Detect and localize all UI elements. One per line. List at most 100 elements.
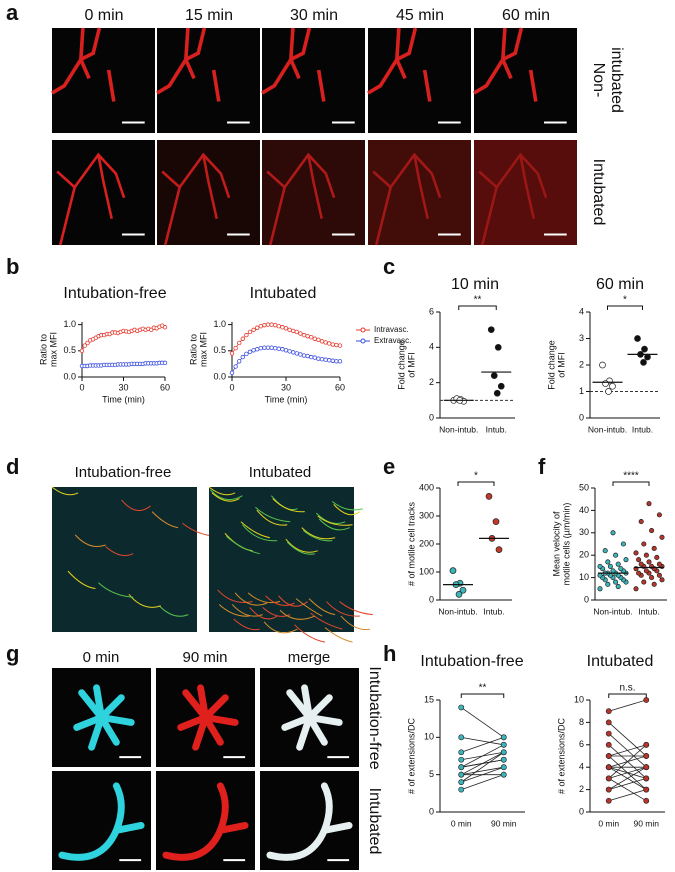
point [316,337,321,343]
pair-line [461,751,504,776]
y-tick-label: 10 [574,694,584,704]
track [67,570,96,590]
point [490,372,498,379]
point [643,764,650,771]
track [121,499,151,511]
x-tick-label: 0 min [598,818,619,828]
point [283,348,289,353]
y-tick-label: 100 [419,566,434,576]
pair-line [461,766,504,776]
chart-title: Intubation-free [63,285,166,302]
x-tick-label: 0 [79,382,84,392]
y-tick-label: 50 [579,482,589,492]
legend-label: Extravasc. [374,336,411,345]
cell [281,684,343,751]
point [500,771,507,778]
point [646,559,652,565]
pair-line [608,778,647,802]
point [273,345,278,351]
cell [266,782,353,861]
y-tick-label: 0 [584,594,589,604]
column-label: 90 min [182,649,227,666]
track [256,509,288,526]
point [497,382,505,390]
point [487,326,495,334]
point [273,322,278,328]
track [294,624,326,643]
point [493,389,501,397]
point [605,559,611,565]
panel-letter: h [383,641,396,666]
significance: **** [623,471,639,482]
point [247,329,253,335]
point [500,734,507,741]
point [276,323,281,329]
column-label: 45 min [396,7,444,24]
pair-line [608,766,647,779]
point [334,359,339,364]
cell [58,782,145,861]
x-tick-label: 30 [281,382,291,392]
point [280,347,285,352]
significance-bracket [460,693,505,698]
significance: * [623,295,627,306]
y-tick-label: 1.0 [213,319,226,329]
y-tick-label: 2 [429,377,434,387]
row-label: Intubated [366,788,383,855]
legend-marker [360,327,366,333]
pair-line [608,699,647,712]
track [301,527,336,540]
point [605,775,612,782]
pair-line [461,774,504,790]
y-tick-label: 400 [419,482,434,492]
track [158,605,189,617]
point [656,561,662,567]
column-label: 0 min [84,7,123,24]
point [597,563,603,569]
track [317,515,353,526]
y-tick-label: 0 [429,806,434,816]
y-axis-label: Fold change [396,340,406,390]
y-axis-label: max MFI [48,332,58,367]
chart-title: 10 min [451,276,499,293]
micrograph [52,668,151,767]
y-tick-label: 2 [579,359,584,369]
track [98,582,134,598]
leak [157,140,260,245]
y-tick-label: 10 [579,572,589,582]
track [333,504,361,516]
point [309,334,314,340]
track [318,518,350,531]
point [305,353,310,359]
track [279,609,316,620]
vessel [266,152,336,246]
point [602,380,609,387]
y-tick-label: 10 [424,732,434,742]
point [492,518,500,525]
significance-bracket [608,693,647,698]
pair-line [461,751,504,783]
y-axis-label: Ratio to [38,334,48,365]
micrograph [52,140,155,246]
leak [262,140,365,245]
y-tick-label: 4 [429,342,434,352]
point [449,567,457,574]
vessel [161,152,231,246]
point [610,568,616,574]
point [265,322,271,327]
x-tick-label: 30 [118,382,128,392]
point [316,356,321,361]
point [229,370,235,376]
point [659,577,665,583]
cell [162,782,249,861]
row-label: Intubated [590,159,607,226]
point [638,561,644,567]
pair-line [461,707,504,738]
x-tick-label: 90 min [491,818,517,828]
point [643,786,650,793]
track [210,489,243,501]
chart-title: 60 min [596,276,644,293]
point [287,327,292,333]
point [640,359,647,366]
x-tick-label: Non-intub. [439,424,478,434]
